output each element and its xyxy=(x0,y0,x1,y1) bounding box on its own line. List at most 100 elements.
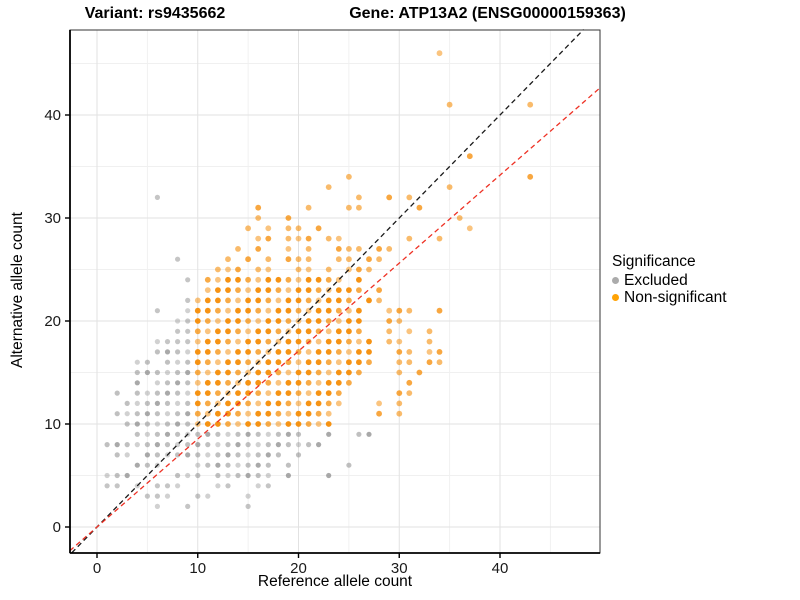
data-point xyxy=(356,359,362,366)
data-point xyxy=(315,379,322,386)
data-point xyxy=(164,400,171,406)
data-point xyxy=(265,390,272,396)
data-point xyxy=(285,421,292,427)
data-point xyxy=(356,328,362,335)
data-point xyxy=(406,328,413,335)
data-point xyxy=(225,483,231,489)
data-point xyxy=(366,256,372,263)
data-point xyxy=(265,287,272,293)
data-point xyxy=(235,390,241,396)
data-point xyxy=(154,380,160,386)
data-point xyxy=(295,390,302,396)
data-point xyxy=(265,483,271,489)
data-point xyxy=(376,410,382,417)
data-point xyxy=(275,452,281,458)
data-point xyxy=(144,359,150,365)
data-point xyxy=(335,246,342,252)
data-point xyxy=(346,318,352,324)
data-point xyxy=(225,297,231,304)
data-point xyxy=(295,349,302,355)
data-point xyxy=(194,328,201,335)
data-point xyxy=(235,318,241,324)
data-point xyxy=(295,452,302,458)
data-point xyxy=(265,472,271,479)
data-point xyxy=(204,421,211,427)
data-point xyxy=(255,431,261,437)
data-point xyxy=(335,307,342,314)
data-point xyxy=(205,452,211,458)
data-point xyxy=(265,276,272,283)
data-point xyxy=(164,359,171,365)
data-point xyxy=(225,452,231,458)
data-point xyxy=(144,421,150,427)
data-point xyxy=(255,369,262,376)
data-point xyxy=(205,431,211,437)
data-point xyxy=(396,349,403,355)
data-point xyxy=(164,380,171,386)
data-point xyxy=(275,400,282,407)
data-point xyxy=(204,307,211,314)
data-point xyxy=(185,359,191,365)
data-point xyxy=(215,276,221,283)
data-point xyxy=(144,442,150,448)
data-point xyxy=(255,379,262,386)
data-point xyxy=(175,483,181,489)
data-point xyxy=(255,235,262,242)
data-point xyxy=(325,369,332,376)
data-point xyxy=(295,421,302,427)
data-point xyxy=(204,318,211,324)
data-point xyxy=(255,400,262,407)
data-point xyxy=(325,359,332,366)
data-point xyxy=(235,287,241,293)
data-point xyxy=(134,369,140,376)
data-point xyxy=(134,390,140,396)
data-point xyxy=(325,297,332,304)
data-point xyxy=(134,431,140,437)
data-point xyxy=(285,410,292,417)
data-point xyxy=(305,204,312,211)
x-tick-label: 0 xyxy=(93,560,101,577)
data-point xyxy=(346,287,352,293)
data-point xyxy=(305,328,312,335)
data-point xyxy=(376,287,382,293)
data-point xyxy=(124,452,130,458)
data-point xyxy=(194,379,201,386)
data-point xyxy=(175,472,181,479)
data-point xyxy=(265,431,271,437)
data-point xyxy=(335,235,342,242)
data-point xyxy=(185,472,191,479)
data-point xyxy=(466,153,473,160)
data-point xyxy=(285,390,292,396)
data-point xyxy=(295,235,302,242)
data-point xyxy=(305,256,312,263)
data-point xyxy=(215,307,221,314)
data-point xyxy=(185,349,191,355)
data-point xyxy=(194,359,201,366)
data-point xyxy=(285,442,291,448)
data-point xyxy=(285,318,292,324)
data-point xyxy=(295,307,302,314)
x-axis-title: Reference allele count xyxy=(257,573,413,590)
data-point xyxy=(386,246,393,252)
data-point xyxy=(175,256,181,262)
data-point xyxy=(436,235,443,242)
data-point xyxy=(215,421,221,427)
data-point xyxy=(245,503,251,509)
data-point xyxy=(285,369,292,376)
x-tick-label: 40 xyxy=(492,560,509,577)
data-point xyxy=(346,173,352,180)
data-point xyxy=(225,379,231,386)
data-point xyxy=(356,369,362,376)
data-point xyxy=(215,349,221,355)
data-point xyxy=(346,328,352,335)
data-point xyxy=(295,369,302,376)
data-point xyxy=(255,421,262,427)
data-point xyxy=(325,266,332,273)
data-point xyxy=(235,421,241,427)
data-point xyxy=(235,328,241,335)
data-point xyxy=(285,297,292,304)
data-point xyxy=(376,246,382,252)
data-point xyxy=(154,390,160,396)
data-point xyxy=(154,493,160,499)
